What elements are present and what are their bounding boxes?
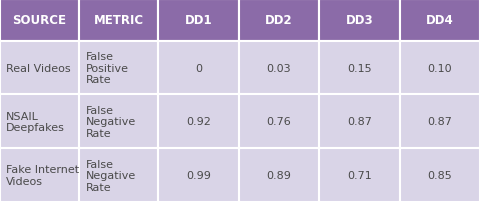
Bar bbox=[0, 0, 79, 41]
Text: 0.10: 0.10 bbox=[428, 63, 452, 73]
Bar bbox=[79, 148, 158, 202]
Bar bbox=[239, 95, 319, 148]
Bar bbox=[158, 95, 239, 148]
Bar bbox=[79, 95, 158, 148]
Bar bbox=[399, 41, 480, 95]
Text: 0.87: 0.87 bbox=[427, 117, 452, 127]
Text: False
Negative
Rate: False Negative Rate bbox=[85, 105, 136, 138]
Bar bbox=[399, 0, 480, 41]
Text: 0: 0 bbox=[195, 63, 202, 73]
Text: METRIC: METRIC bbox=[94, 14, 144, 27]
Text: DD1: DD1 bbox=[185, 14, 213, 27]
Text: 0.89: 0.89 bbox=[266, 170, 291, 180]
Bar bbox=[158, 148, 239, 202]
Bar bbox=[319, 148, 399, 202]
Bar bbox=[239, 41, 319, 95]
Bar bbox=[0, 41, 79, 95]
Text: 0.87: 0.87 bbox=[347, 117, 372, 127]
Text: False
Positive
Rate: False Positive Rate bbox=[85, 52, 129, 85]
Bar bbox=[79, 41, 158, 95]
Bar bbox=[0, 148, 79, 202]
Text: False
Negative
Rate: False Negative Rate bbox=[85, 159, 136, 192]
Bar bbox=[319, 0, 399, 41]
Text: 0.85: 0.85 bbox=[427, 170, 452, 180]
Text: 0.15: 0.15 bbox=[347, 63, 372, 73]
Bar bbox=[158, 0, 239, 41]
Bar bbox=[399, 95, 480, 148]
Text: 0.76: 0.76 bbox=[266, 117, 291, 127]
Text: 0.03: 0.03 bbox=[267, 63, 291, 73]
Bar bbox=[239, 0, 319, 41]
Bar bbox=[319, 41, 399, 95]
Text: NSAIL
Deepfakes: NSAIL Deepfakes bbox=[6, 111, 65, 133]
Text: DD2: DD2 bbox=[265, 14, 293, 27]
Text: 0.92: 0.92 bbox=[186, 117, 211, 127]
Text: 0.71: 0.71 bbox=[347, 170, 372, 180]
Text: 0.99: 0.99 bbox=[186, 170, 211, 180]
Bar bbox=[399, 148, 480, 202]
Bar bbox=[319, 95, 399, 148]
Bar bbox=[158, 41, 239, 95]
Bar bbox=[239, 148, 319, 202]
Text: Fake Internet
Videos: Fake Internet Videos bbox=[6, 164, 79, 186]
Text: Real Videos: Real Videos bbox=[6, 63, 71, 73]
Text: DD4: DD4 bbox=[426, 14, 454, 27]
Text: SOURCE: SOURCE bbox=[12, 14, 67, 27]
Bar bbox=[79, 0, 158, 41]
Text: DD3: DD3 bbox=[346, 14, 373, 27]
Bar bbox=[0, 95, 79, 148]
